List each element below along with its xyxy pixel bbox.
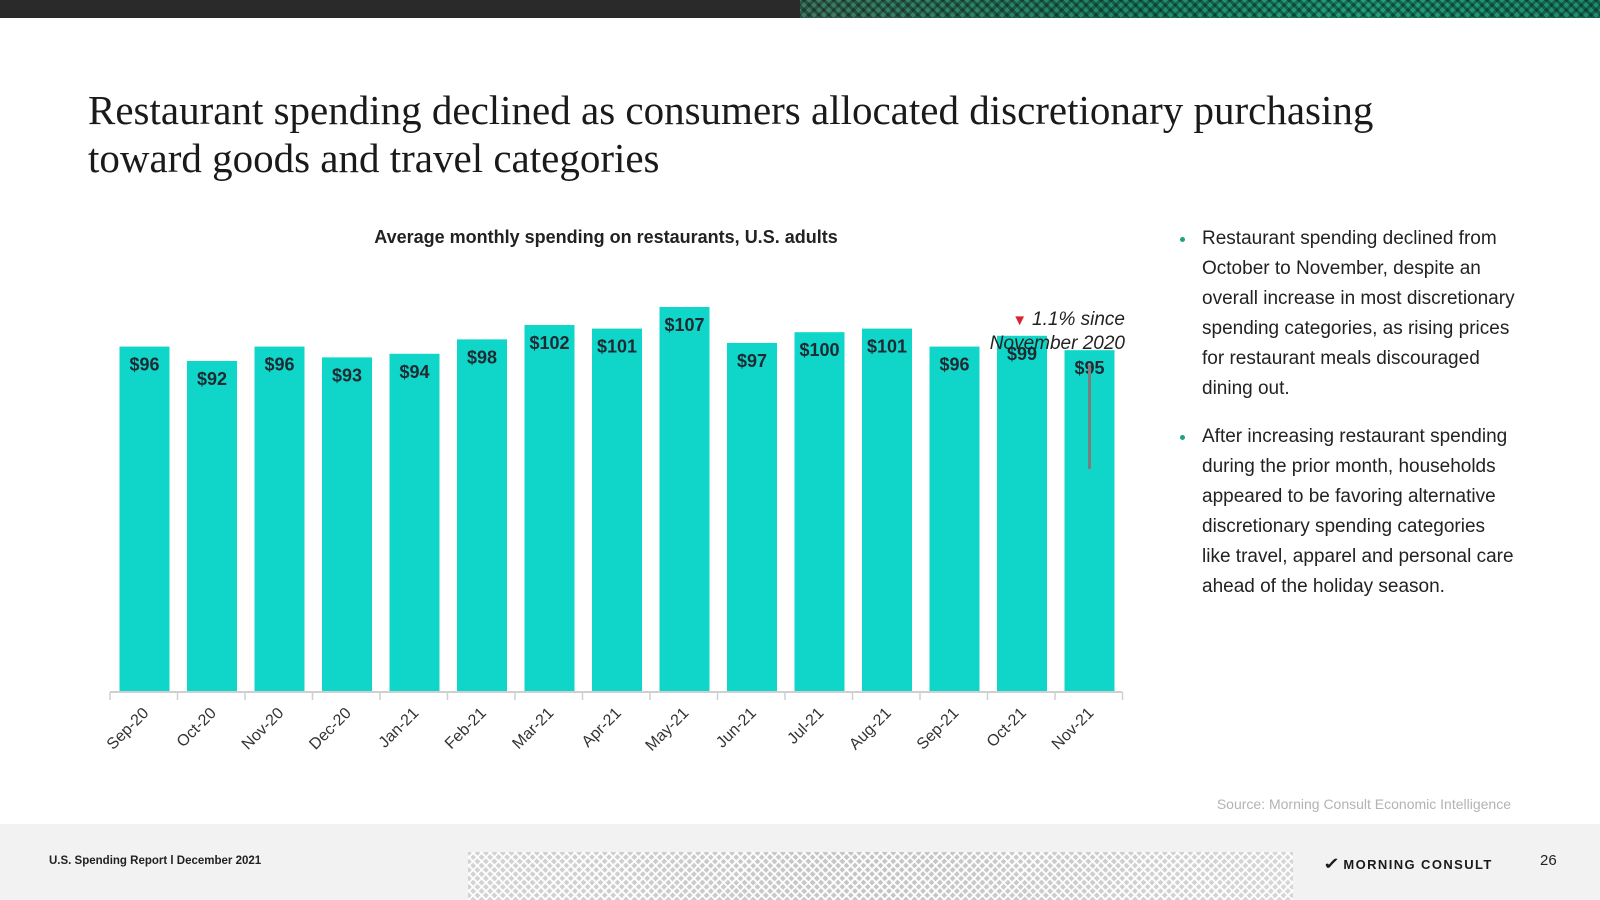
bar-jul-21 xyxy=(794,332,845,692)
morning-consult-logo: ✓ MORNING CONSULT xyxy=(1322,854,1493,874)
footer-texture-pattern xyxy=(468,852,1293,900)
x-tick-label: Oct-20 xyxy=(174,705,220,751)
bar-value-label: $98 xyxy=(467,347,497,367)
bar-aug-21 xyxy=(862,328,912,692)
x-tick-label: Nov-20 xyxy=(239,705,288,754)
bar-oct-21 xyxy=(997,335,1047,692)
bar-may-21 xyxy=(659,307,710,692)
logo-mark-icon: ✓ xyxy=(1322,856,1341,873)
x-tick-label: Jul-21 xyxy=(784,705,827,748)
bar-jan-21 xyxy=(389,353,440,692)
bar-value-label: $101 xyxy=(867,337,907,357)
bar-value-label: $101 xyxy=(597,337,637,357)
x-tick-label: Nov-21 xyxy=(1049,705,1098,754)
bar-value-label: $99 xyxy=(1007,344,1037,364)
bar-value-label: $97 xyxy=(737,351,767,371)
logo-text: MORNING CONSULT xyxy=(1343,856,1493,872)
bar-value-label: $107 xyxy=(664,315,704,335)
bar-value-label: $96 xyxy=(264,355,294,375)
source-note: Source: Morning Consult Economic Intelli… xyxy=(1216,796,1511,812)
x-tick-label: Apr-21 xyxy=(579,705,625,751)
bar-dec-20 xyxy=(322,357,372,692)
x-tick-label: Mar-21 xyxy=(509,705,557,753)
slide-title: Restaurant spending declined as consumer… xyxy=(88,87,1374,181)
annotation-connector xyxy=(1088,365,1091,469)
bar-sep-21 xyxy=(929,346,980,692)
bullet-item: Restaurant spending declined from Octobe… xyxy=(1180,224,1515,404)
report-label: U.S. Spending Report l December 2021 xyxy=(49,855,262,867)
bar-value-label: $92 xyxy=(197,369,227,389)
x-tick-label: Aug-21 xyxy=(846,705,895,754)
bar-value-label: $96 xyxy=(939,355,969,375)
x-tick-label: Feb-21 xyxy=(442,705,490,753)
down-arrow-icon: ▼ xyxy=(1012,312,1028,329)
x-tick-label: May-21 xyxy=(643,705,693,755)
bullet-item: After increasing restaurant spending dur… xyxy=(1180,422,1515,602)
x-tick-label: Sep-21 xyxy=(914,705,963,754)
annotation-line2: November 2020 xyxy=(989,333,1125,354)
x-tick-label: Dec-20 xyxy=(306,705,355,754)
x-tick-label: Jan-21 xyxy=(376,705,423,752)
annotation: ▼ 1.1% since November 2020 xyxy=(940,308,1125,355)
insight-bullets: Restaurant spending declined from Octobe… xyxy=(1180,224,1515,620)
bar-value-label: $96 xyxy=(129,355,159,375)
bar-jun-21 xyxy=(727,342,777,692)
annotation-line1: 1.1% since xyxy=(1032,309,1125,330)
chart-title: Average monthly spending on restaurants,… xyxy=(374,227,838,247)
bar-value-label: $93 xyxy=(332,365,362,385)
top-texture-pattern xyxy=(800,0,1600,18)
bar-oct-20 xyxy=(187,360,237,692)
bar-value-label: $100 xyxy=(799,340,839,360)
bar-nov-20 xyxy=(254,346,305,692)
page-number: 26 xyxy=(1540,852,1557,869)
x-tick-label: Sep-20 xyxy=(104,705,153,754)
bar-apr-21 xyxy=(592,328,642,692)
bar-mar-21 xyxy=(524,324,575,692)
bar-feb-21 xyxy=(457,339,507,692)
bar-value-label: $102 xyxy=(529,333,569,353)
x-tick-label: Oct-21 xyxy=(984,705,1030,751)
bar-value-label: $94 xyxy=(399,362,429,382)
bar-sep-20 xyxy=(119,346,170,692)
x-tick-label: Jun-21 xyxy=(713,705,760,752)
